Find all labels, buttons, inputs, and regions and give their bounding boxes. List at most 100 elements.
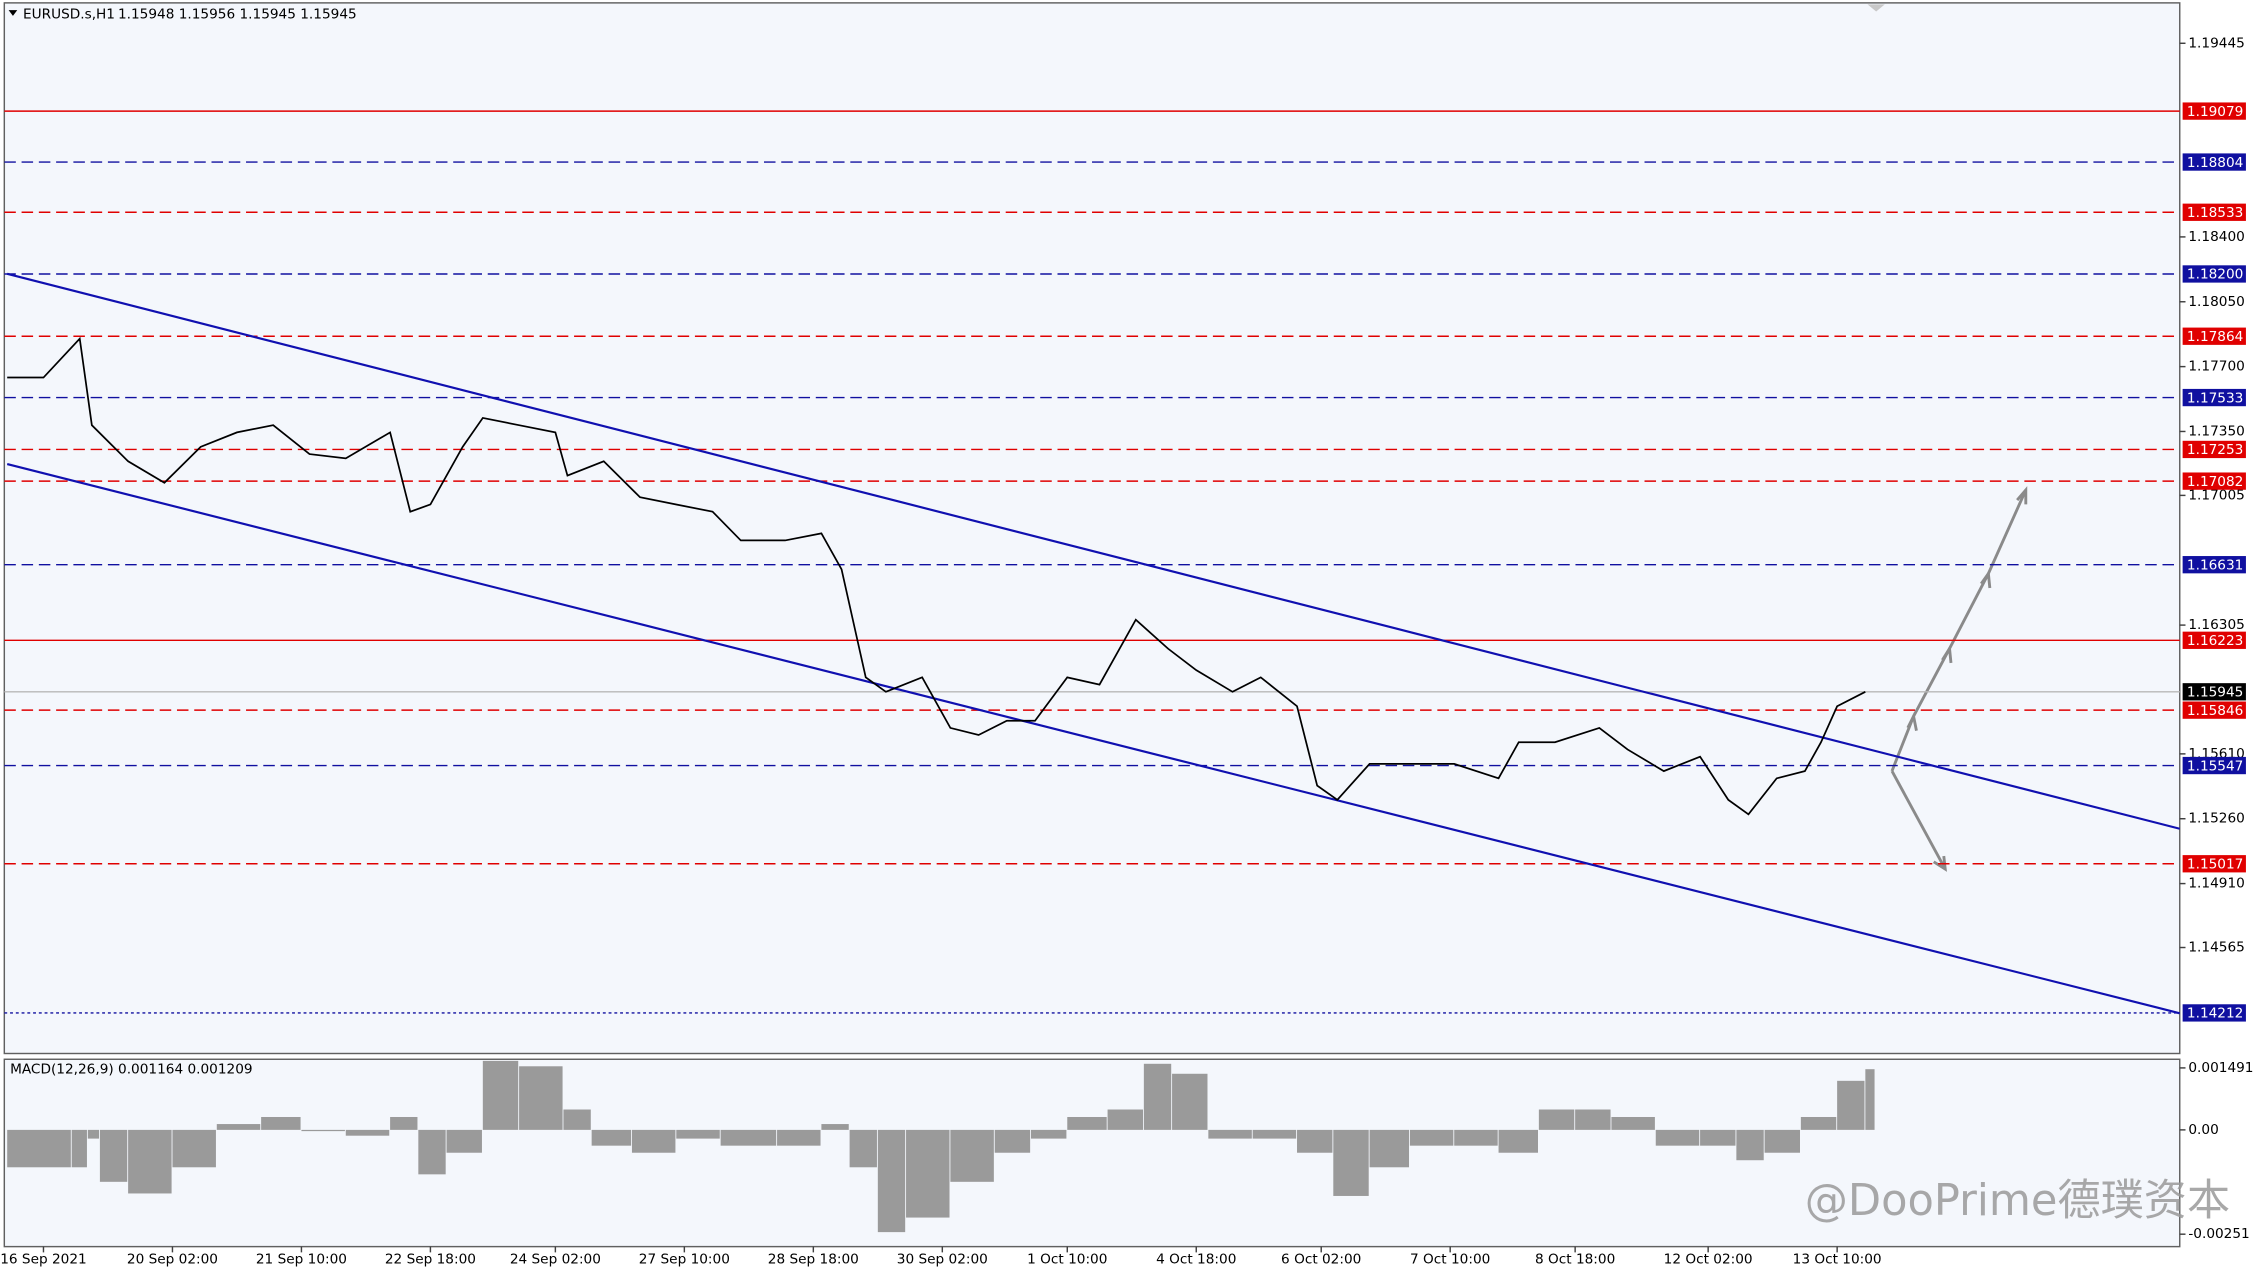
macd-bar [418,1129,446,1175]
level-label-box [2182,327,2246,345]
y-tick-label: 1.17700 [2188,359,2244,375]
price-line [7,336,1866,816]
macd-bar [720,1129,777,1146]
x-tick-label: 21 Sep 10:00 [256,1252,347,1268]
macd-bar [563,1109,591,1130]
down-arrow [1890,770,1947,870]
macd-bar [1409,1129,1454,1146]
macd-bar [216,1124,261,1130]
macd-bar [128,1129,172,1194]
macd-bar [7,1129,71,1168]
level-label-box [2182,631,2246,649]
level-label: 1.17253 [2187,442,2243,458]
macd-bar [1700,1129,1736,1146]
x-tick-label: 4 Oct 18:00 [1156,1252,1236,1268]
macd-bar [1297,1129,1333,1153]
macd-bar [71,1129,87,1168]
macd-bar [1252,1129,1297,1139]
level-label-box [2182,388,2246,407]
x-tick-label: 24 Sep 02:00 [510,1252,601,1268]
x-tick-label: 7 Oct 10:00 [1410,1252,1490,1268]
watermark: @DooPrime德璞资本 [1805,1176,2230,1226]
macd-bar [1107,1109,1143,1130]
arrow-head [1906,711,1918,731]
menu-triangle[interactable] [8,10,18,16]
macd-bar [1454,1129,1498,1146]
y-tick-label: 1.18400 [2188,229,2244,245]
level-label: 1.18533 [2187,205,2243,221]
channel-line [6,463,2181,1015]
level-label: 1.18804 [2187,155,2243,171]
level-label: 1.17082 [2187,474,2243,490]
level-label-box [2182,556,2246,574]
x-tick-label: 30 Sep 02:00 [897,1252,988,1268]
channel-line [6,272,2181,830]
macd-bar [1865,1069,1875,1130]
macd-bar [877,1129,906,1233]
level-label-box [2182,701,2246,719]
macd-bar [482,1060,519,1130]
macd-bar [172,1129,216,1168]
macd-bar [676,1129,720,1139]
y-tick-label: 1.17350 [2188,423,2244,439]
y-tick-label: 0.00 [2188,1122,2218,1138]
macd-bar [261,1116,301,1130]
x-tick-label: 8 Oct 18:00 [1535,1252,1615,1268]
x-tick-label: 20 Sep 02:00 [127,1252,218,1268]
y-tick-label: 1.16305 [2188,617,2244,633]
x-tick-label: 22 Sep 18:00 [385,1252,476,1268]
level-label: 1.15846 [2187,703,2243,719]
macd-bar [446,1129,482,1153]
x-tick-label: 27 Sep 10:00 [639,1252,730,1268]
level-label-box [2182,265,2246,283]
arrow-head [1941,644,1953,664]
x-tick-label: 6 Oct 02:00 [1281,1252,1361,1268]
level-label: 1.17533 [2187,390,2243,406]
macd-bar [301,1129,345,1132]
level-label-box [2182,102,2246,120]
macd-bar [99,1129,128,1182]
level-label: 1.14212 [2187,1006,2243,1022]
y-tick-label: 0.001491 [2188,1060,2253,1076]
arrow-head [2016,486,2028,505]
macd-bar [591,1129,632,1146]
macd-bar [1655,1129,1700,1146]
level-label-box [2182,472,2246,490]
macd-bar [345,1129,390,1136]
y-tick-label: -0.00251 [2188,1226,2249,1242]
forecast-arrows [1890,486,2028,872]
macd-bar [1736,1129,1764,1161]
y-tick-label: 1.14565 [2188,940,2244,956]
macd-bar [1611,1116,1655,1130]
level-label-box [2182,855,2246,873]
macd-bar [519,1066,563,1130]
macd-bar [906,1129,950,1218]
y-tick-label: 1.18050 [2188,294,2244,310]
y-tick-label: 1.17005 [2188,487,2244,503]
x-tick-label: 12 Oct 02:00 [1664,1252,1753,1268]
macd-bar [1837,1080,1865,1130]
symbol: EURUSD.s,H1 [23,6,115,22]
level-label: 1.15017 [2187,856,2243,872]
macd-bar [1143,1063,1172,1130]
x-tick-label: 13 Oct 10:00 [1793,1252,1882,1268]
macd-bar [87,1129,100,1139]
level-label-box [2182,153,2246,171]
macd-bar [390,1116,418,1130]
macd-bar [777,1129,821,1146]
macd-bar [1208,1129,1252,1139]
macd-bar [1333,1129,1369,1196]
level-label: 1.15547 [2187,758,2243,774]
x-tick-label: 28 Sep 18:00 [768,1252,859,1268]
arrow-head [1932,855,1947,872]
macd-bar [849,1129,877,1168]
macd-bar [1030,1129,1067,1139]
level-label: 1.15945 [2187,685,2243,701]
quote: 1.15948 1.15956 1.15945 1.15945 [118,6,357,22]
macd-bar [821,1124,849,1130]
y-tick-label: 1.19445 [2188,35,2244,51]
x-tick-label: 1 Oct 10:00 [1027,1252,1107,1268]
macd-bar [1067,1116,1107,1130]
macd-bar [1575,1109,1611,1130]
price-panel [3,2,2181,1055]
